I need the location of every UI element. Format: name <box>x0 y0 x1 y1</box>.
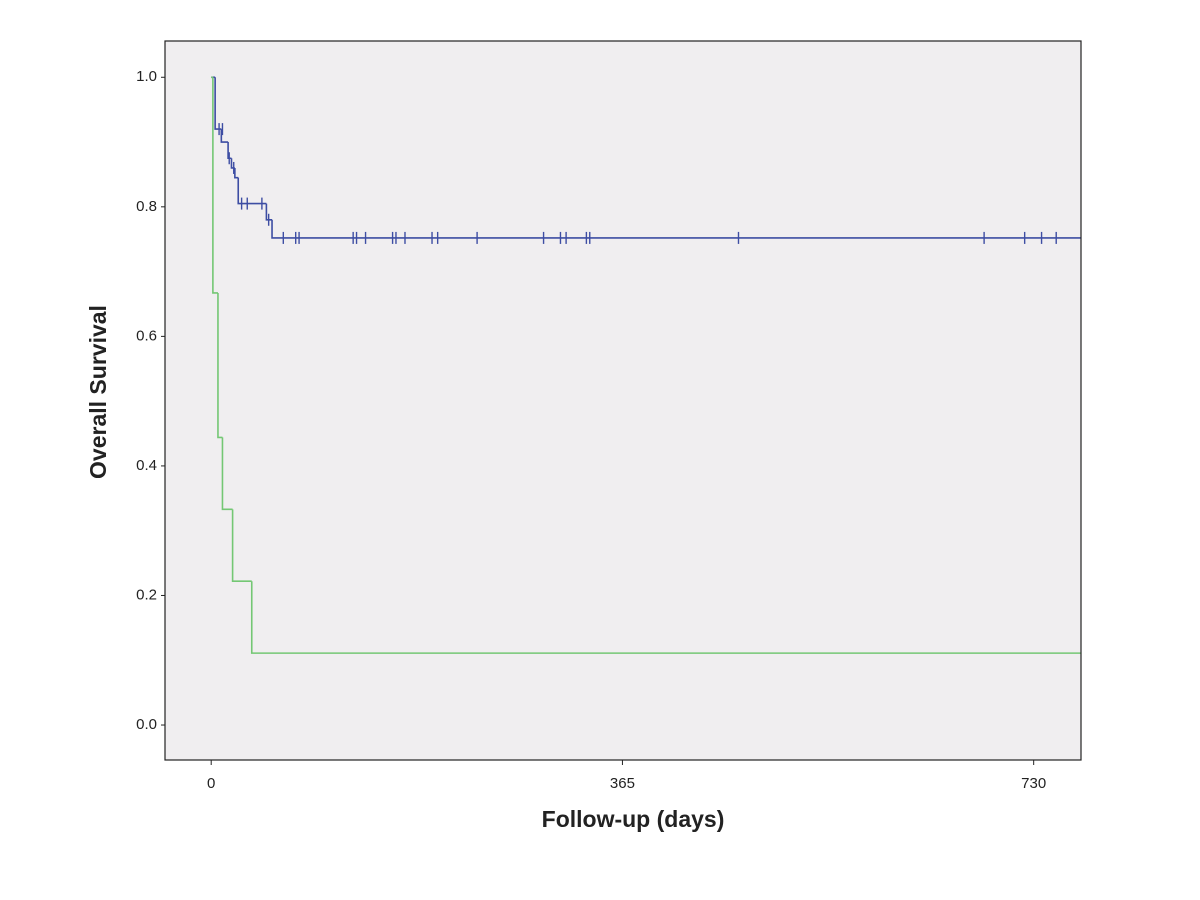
survival-step <box>265 203 273 221</box>
y-axis-title: Overall Survival <box>85 305 111 479</box>
survival-step <box>221 437 233 511</box>
y-tick-label: 0.6 <box>136 327 157 344</box>
y-tick-label: 1.0 <box>136 68 157 85</box>
y-tick-label: 0.0 <box>136 716 157 733</box>
y-tick-label: 0.8 <box>136 198 157 215</box>
survival-step <box>234 167 239 179</box>
survival-step <box>231 509 252 583</box>
survival-step <box>227 142 232 160</box>
plot-frame <box>164 40 1082 761</box>
survival-step <box>220 129 229 143</box>
x-tick-label: 730 <box>1021 775 1046 792</box>
survival-step <box>271 219 1081 239</box>
survival-step <box>212 77 218 294</box>
survival-step <box>250 581 1081 654</box>
y-tick-label: 0.4 <box>136 457 157 474</box>
x-tick-label: 365 <box>610 775 635 792</box>
survival-step <box>237 177 267 205</box>
x-tick-label: 0 <box>207 775 215 792</box>
plot-background <box>165 41 1081 760</box>
x-axis-title: Follow-up (days) <box>542 806 725 832</box>
survival-step <box>217 292 223 439</box>
y-tick-label: 0.2 <box>136 586 157 603</box>
